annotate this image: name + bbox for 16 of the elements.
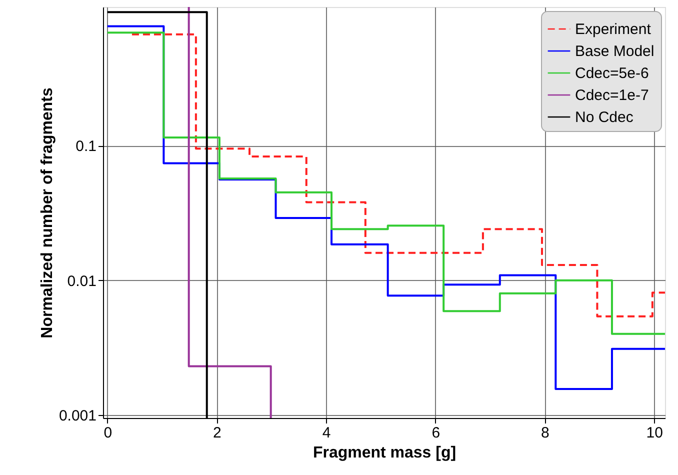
y-axis-title: Normalized number of fragments [38, 88, 56, 338]
x-tick-label: 2 [213, 424, 222, 442]
x-tick-label: 4 [322, 424, 331, 442]
y-tick-label: 0.1 [76, 138, 96, 156]
y-tick-label: 0.01 [67, 272, 96, 290]
legend-label: Cdec=5e-6 [575, 65, 649, 82]
x-axis-title: Fragment mass [g] [312, 444, 456, 462]
x-tick-label: 8 [541, 424, 550, 442]
y-tick-label: 0.001 [58, 408, 96, 424]
legend-label: Cdec=1e-7 [575, 87, 649, 104]
legend-label: Base Model [575, 43, 654, 60]
x-tick-label: 10 [646, 424, 663, 442]
x-tick-label: 6 [432, 424, 440, 442]
legend-label: Experiment [575, 21, 652, 38]
legend-label: No Cdec [575, 109, 634, 126]
x-tick-label: 0 [104, 424, 112, 442]
